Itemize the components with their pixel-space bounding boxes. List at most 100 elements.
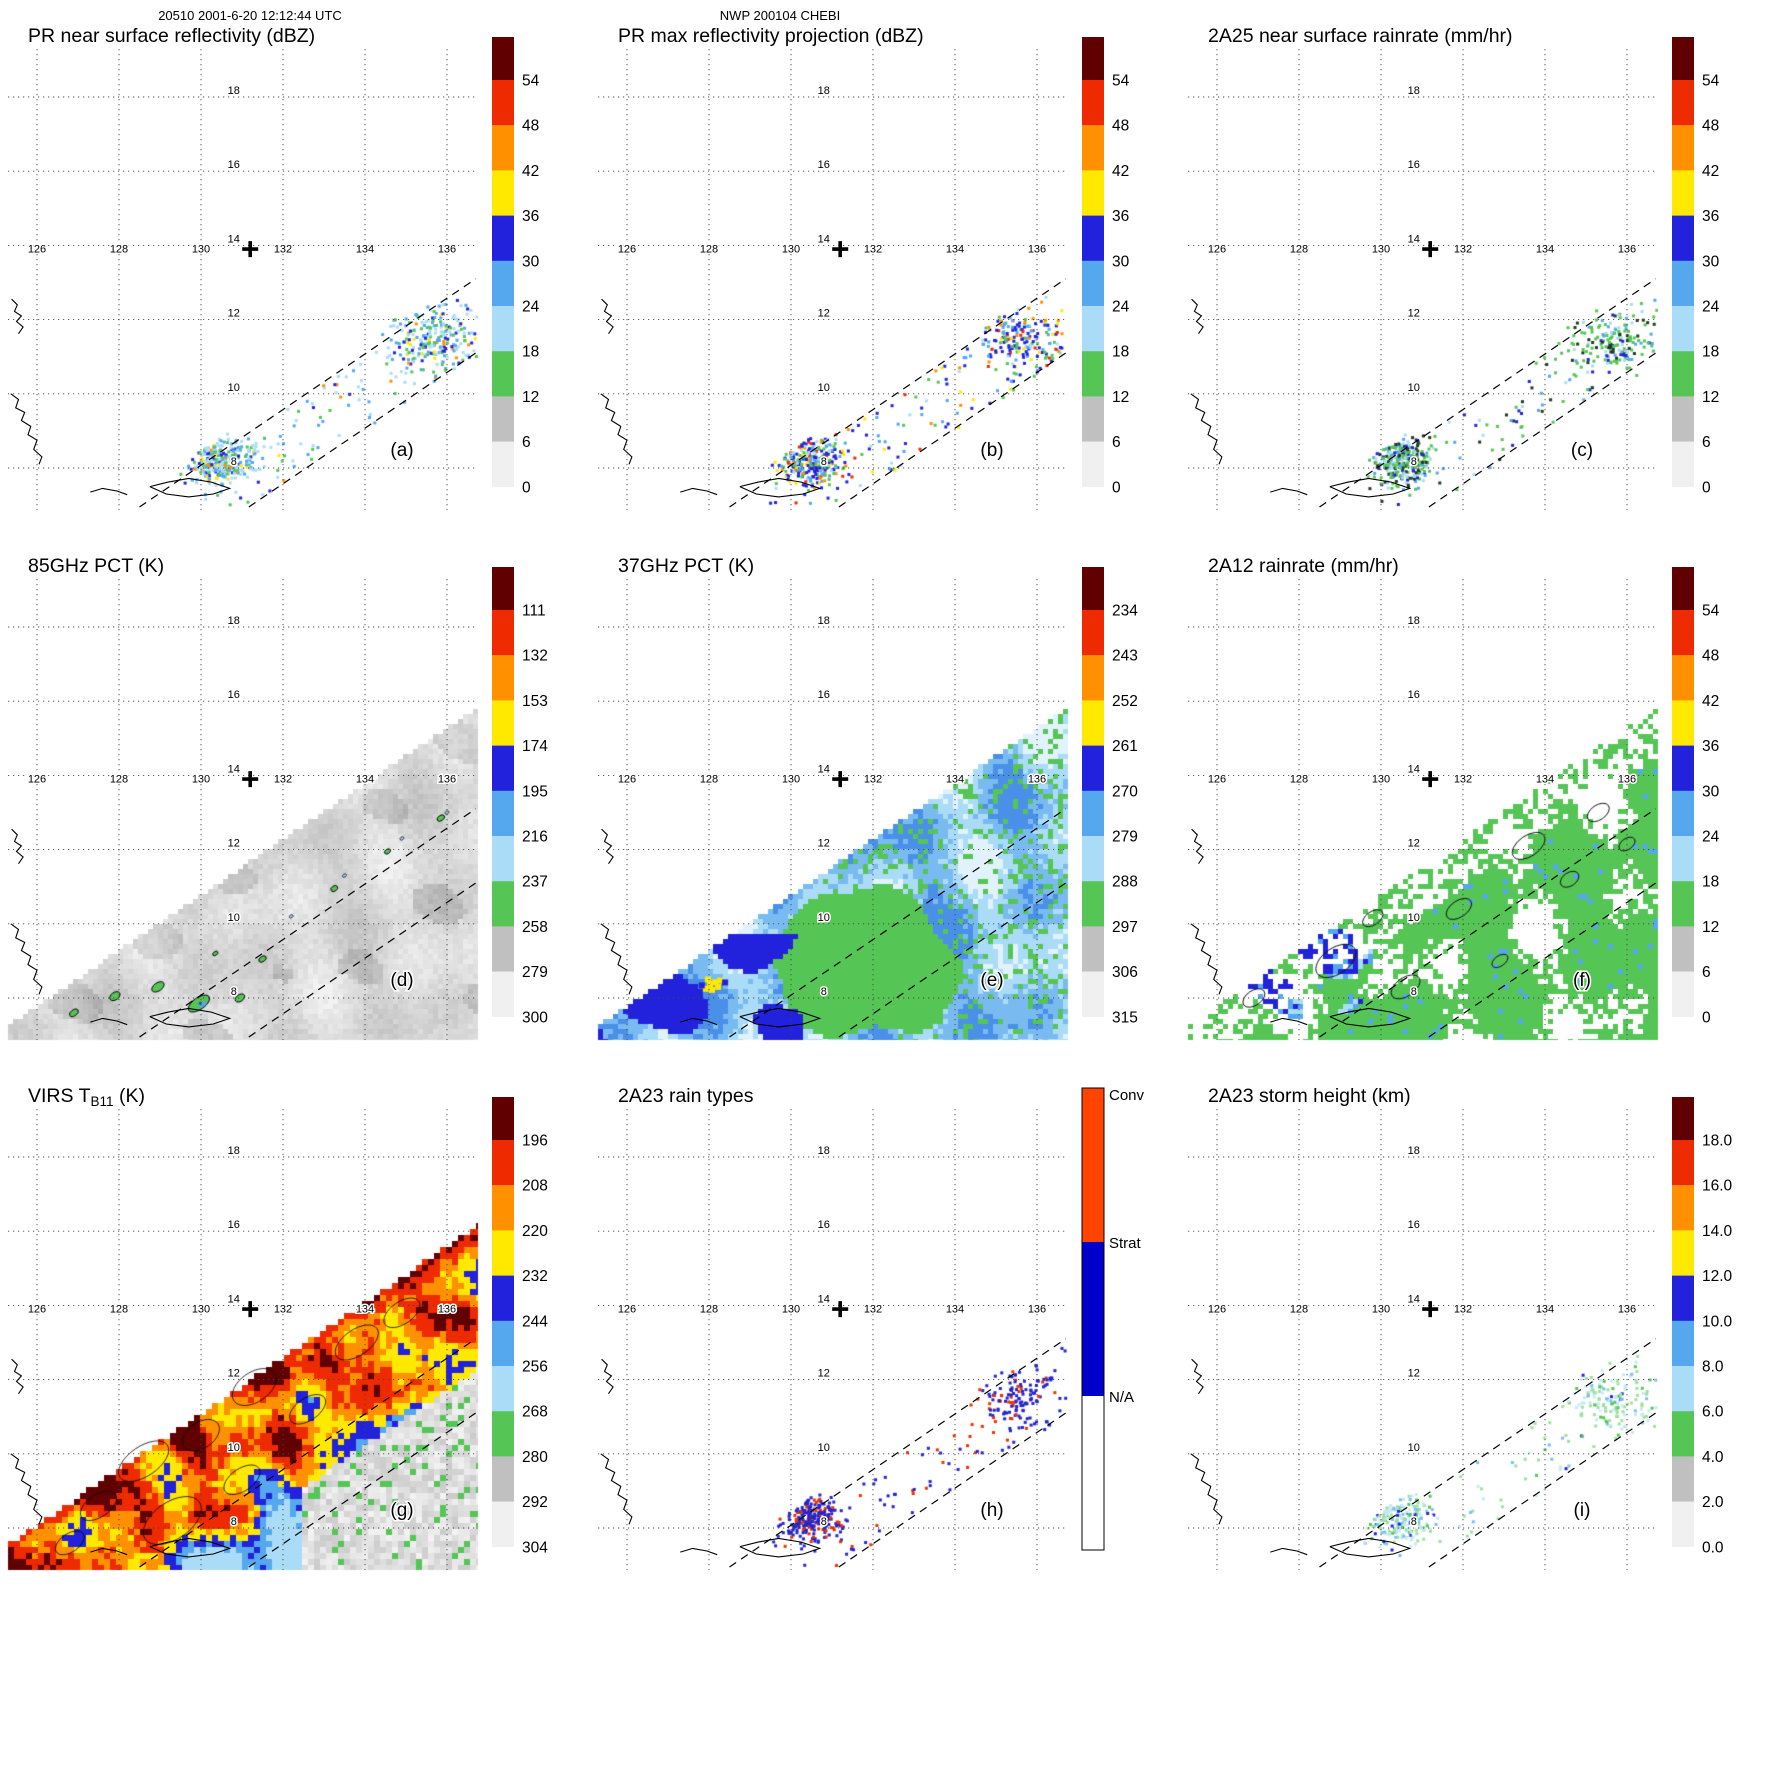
colorbar-tick: 0	[1112, 479, 1121, 496]
colorbar-segment	[1082, 215, 1104, 261]
lon-label: 128	[1290, 243, 1308, 255]
coastline	[1270, 487, 1308, 496]
colorbar-tick: 36	[1702, 208, 1719, 225]
colorbar-segment	[1672, 1230, 1694, 1276]
colorbar-tick: 153	[522, 693, 548, 710]
panel-title: 2A23 storm height (km)	[1208, 1085, 1411, 1107]
panel-h-overlay: 126 128 130 132 134 136 8 10 12 14 16 18 (h) 2A23 rai…	[598, 1085, 1145, 1570]
colorbar-tick: 48	[1112, 118, 1129, 135]
panel-title: 85GHz PCT (K)	[28, 555, 164, 577]
lat-label: 8	[1411, 986, 1417, 998]
colorbar-segment	[1672, 655, 1694, 701]
panel-d: 126 128 130 132 134 136 8 10 12 14 16 18 (d) 85GHz PC…	[0, 530, 590, 1060]
swath-edge-line	[248, 352, 477, 508]
swath-edge-line	[838, 1412, 1067, 1568]
lat-label: 10	[818, 912, 830, 924]
colorbar-tick: 174	[522, 738, 548, 755]
coastline	[680, 1017, 718, 1026]
swath-edge-line	[139, 1338, 477, 1568]
plus-marker	[832, 771, 849, 788]
colorbar-segment	[1672, 1411, 1694, 1457]
colorbar-segment	[1672, 396, 1694, 442]
lon-label: 136	[1028, 243, 1046, 255]
colorbar-tick: 288	[1112, 874, 1138, 891]
colorbar-tick: 12	[1702, 919, 1719, 936]
panel-e: 126 128 130 132 134 136 8 10 12 14 16 18 (e) 37GHz PC…	[590, 530, 1180, 1060]
plus-marker	[1422, 771, 1439, 788]
colorbar-segment	[1082, 396, 1104, 442]
rain-type-bar-outline	[1081, 1087, 1105, 1551]
panel-i-map: 126 128 130 132 134 136 8 10 12 14 16 18	[1188, 1109, 1658, 1570]
colorbar-segment	[1672, 1501, 1694, 1547]
panel-letter: (i)	[1574, 1500, 1591, 1521]
rain-type-segment	[1082, 1088, 1104, 1242]
lon-label: 126	[1208, 1303, 1226, 1315]
colorbar-segment	[1672, 881, 1694, 927]
colorbar-segment	[492, 610, 514, 656]
colorbar-segment	[1672, 926, 1694, 972]
lat-label: 12	[1408, 1368, 1420, 1380]
panel-f-data-canvas	[1180, 530, 1770, 1060]
lon-label: 128	[110, 1303, 128, 1315]
swath-edge-line	[729, 278, 1067, 508]
colorbar-tick: 10.0	[1702, 1313, 1733, 1330]
colorbar-tick: 6	[1702, 964, 1711, 981]
lat-label: 10	[1408, 1442, 1420, 1454]
lat-label: 8	[821, 456, 827, 468]
colorbar-tick: 42	[1702, 163, 1719, 180]
colorbar-tick: 12	[1702, 389, 1719, 406]
coastline	[149, 477, 232, 498]
colorbar-c: 54 48 42 36 30 24 18 12 6 0	[1672, 37, 1720, 496]
colorbar-segment	[1672, 745, 1694, 791]
lon-label: 134	[356, 773, 374, 785]
colorbar-tick: 270	[1112, 783, 1138, 800]
lat-label: 10	[1408, 912, 1420, 924]
coastline	[601, 298, 614, 335]
lon-label: 126	[28, 1303, 46, 1315]
colorbar-tick: 18	[1702, 344, 1719, 361]
panel-letter: (f)	[1573, 970, 1591, 991]
lon-label: 128	[110, 773, 128, 785]
colorbar-tick: 36	[1702, 738, 1719, 755]
colorbar-tick: 48	[1702, 118, 1719, 135]
colorbar-segment	[492, 306, 514, 352]
panel-g-map: 126 128 130 132 134 136 8 10 12 14 16 18	[8, 1109, 478, 1570]
colorbar-segment	[492, 1366, 514, 1412]
colorbar-tick: 24	[522, 299, 540, 316]
colorbar-segment	[492, 881, 514, 927]
lat-label: 18	[228, 1145, 240, 1157]
lat-label: 16	[1408, 689, 1420, 701]
colorbar-tick: 4.0	[1702, 1449, 1724, 1466]
lon-label: 134	[356, 1303, 374, 1315]
lon-label: 132	[274, 773, 292, 785]
lat-label: 10	[228, 1442, 240, 1454]
coastline	[739, 1537, 822, 1558]
colorbar-tick: 234	[1112, 603, 1138, 620]
lon-label: 130	[1372, 243, 1390, 255]
coastline	[1329, 477, 1412, 498]
colorbar-tick: 304	[522, 1539, 548, 1556]
colorbar-cap	[1082, 37, 1104, 80]
rain-type-segment	[1082, 1396, 1104, 1550]
colorbar-segment	[492, 441, 514, 487]
lon-label: 128	[1290, 1303, 1308, 1315]
colorbar-segment	[492, 1320, 514, 1367]
colorbar-segment	[1082, 745, 1104, 791]
panel-a-map: 126 128 130 132 134 136 8 10 12 14 16 18	[8, 49, 478, 510]
panel-title: 2A23 rain types	[618, 1085, 754, 1107]
lon-label: 134	[1536, 243, 1554, 255]
panel-g: 126 128 130 132 134 136 8 10 12 14 16 18 (g) VIRS TB1…	[0, 1060, 590, 1590]
coastline	[601, 1358, 614, 1395]
lat-label: 16	[1408, 1219, 1420, 1231]
coastline	[90, 487, 128, 496]
lat-label: 16	[228, 1219, 240, 1231]
panel-g-data-canvas	[0, 1060, 590, 1590]
colorbar-segment	[1672, 80, 1694, 126]
colorbar-tick: 268	[522, 1404, 548, 1421]
colorbar-tick: 220	[522, 1223, 548, 1240]
colorbar-tick: 6	[1702, 434, 1711, 451]
swath-edge-line	[1428, 1412, 1657, 1568]
coastline	[149, 1537, 232, 1558]
plus-marker	[832, 1301, 849, 1318]
